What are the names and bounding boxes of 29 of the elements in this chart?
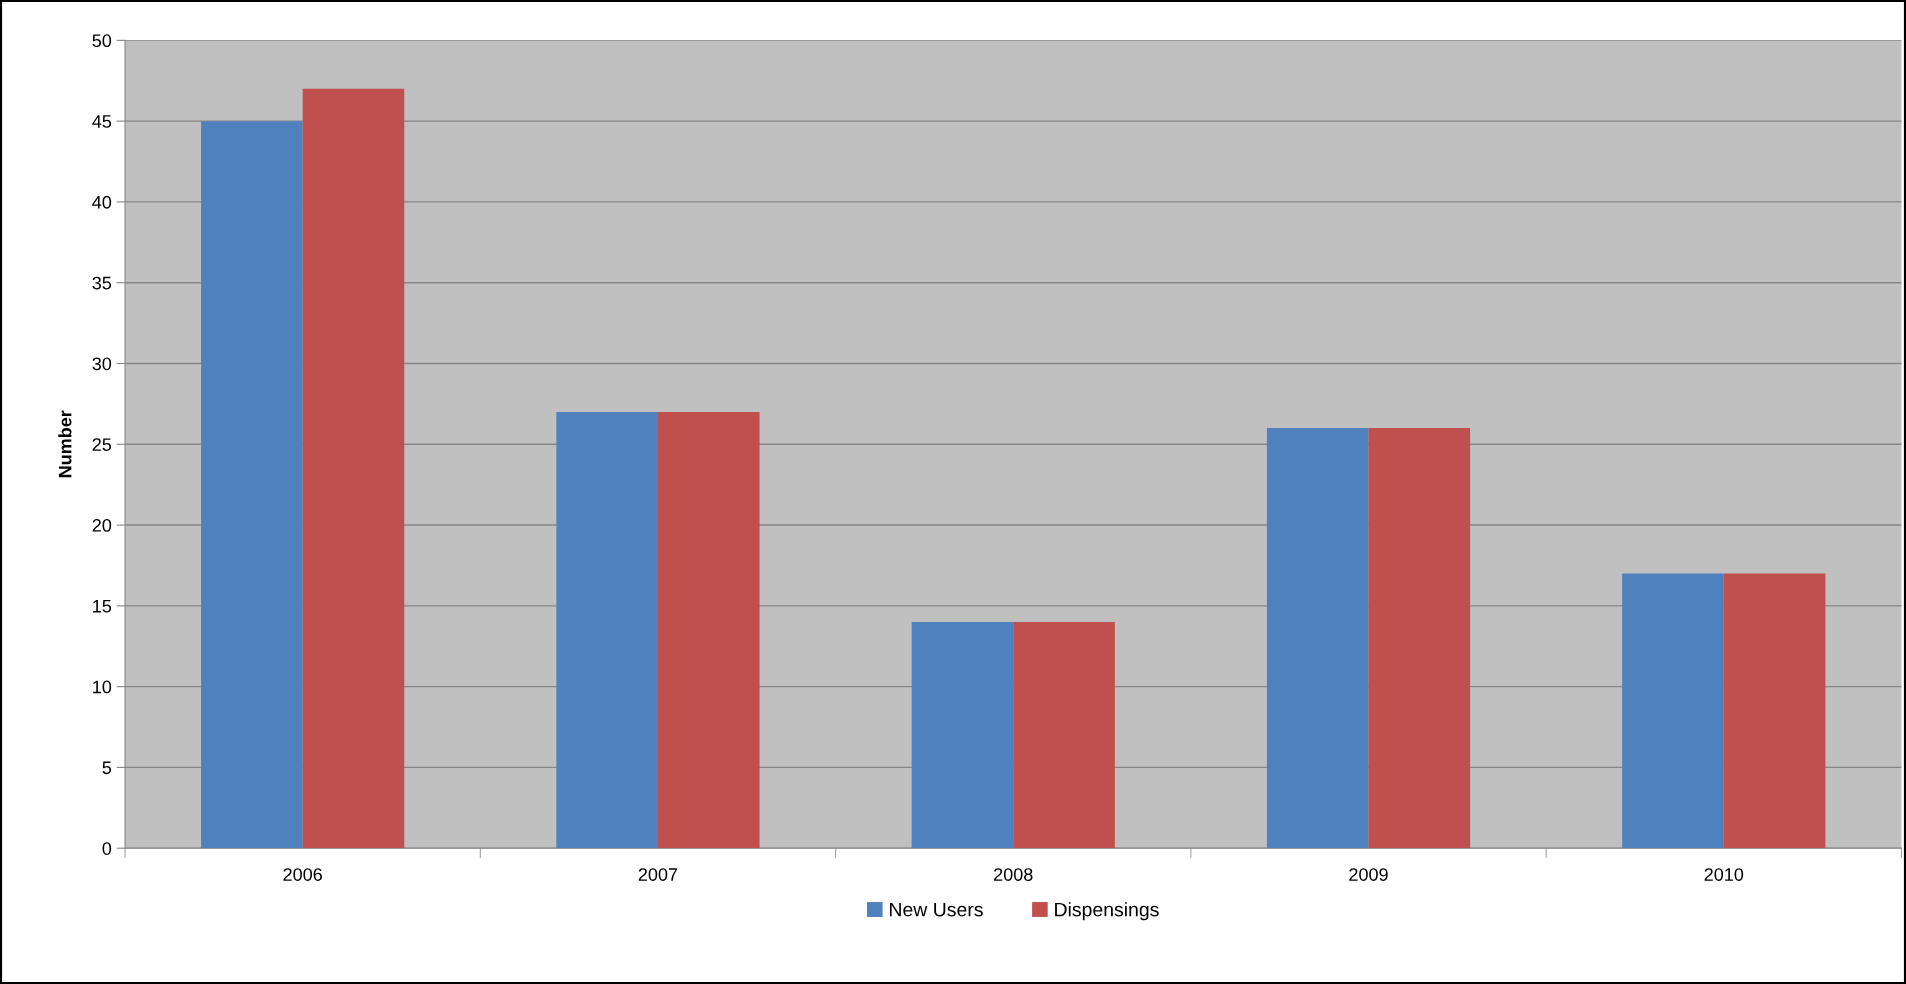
x-tick-label: 2010: [1704, 868, 1744, 881]
bar: [657, 411, 760, 849]
bar: [302, 88, 405, 849]
y-tick-label: 15: [93, 599, 112, 613]
y-tick-label: 10: [93, 680, 112, 694]
bar: [201, 121, 303, 849]
x-tick-label: 2008: [994, 868, 1033, 881]
y-tick-label: 0: [102, 842, 112, 855]
bar: [1368, 428, 1471, 849]
bar: [1723, 573, 1826, 849]
bar: [911, 622, 1014, 849]
y-tick-label: 50: [92, 34, 112, 48]
y-tick-label: 20: [92, 519, 112, 532]
legend-label: New Users: [890, 902, 983, 917]
y-tick-label: 45: [92, 115, 112, 128]
x-tick-label: 2007: [638, 868, 678, 881]
bar: [556, 411, 658, 849]
y-tick-label: 30: [92, 357, 112, 371]
y-tick-label: 35: [92, 276, 112, 290]
x-tick-label: 2006: [283, 868, 322, 881]
y-tick-label: 40: [92, 195, 112, 209]
bar: [1266, 428, 1369, 849]
y-axis-title: Number: [58, 410, 72, 478]
y-tick-label: 25: [92, 438, 112, 451]
legend-label: Dispensings: [1055, 902, 1159, 921]
x-tick-label: 2009: [1349, 868, 1388, 881]
bar: [1013, 622, 1115, 849]
bar: [1622, 573, 1724, 849]
y-tick-label: 5: [102, 761, 112, 775]
